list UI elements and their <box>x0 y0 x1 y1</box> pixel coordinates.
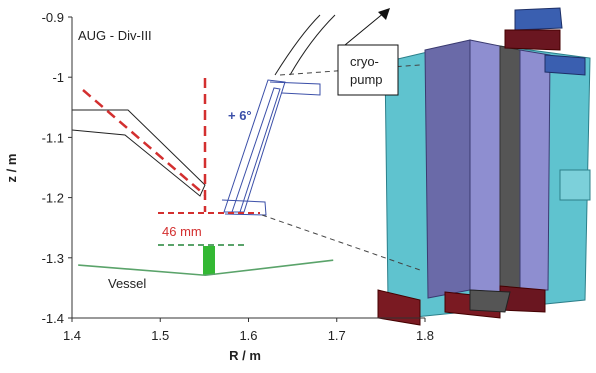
divertor-geometry <box>72 8 420 275</box>
y-tick-label: -1.4 <box>42 311 64 326</box>
angle-annotation: + 6° <box>228 108 252 123</box>
x-tick-label: 1.8 <box>416 328 434 343</box>
cryo-label: cryo- <box>350 54 379 69</box>
y-tick-label: -0.9 <box>42 10 64 25</box>
y-tick-label: -1.3 <box>42 251 64 266</box>
y-tick-label: -1 <box>52 70 64 85</box>
figure: AUG - Div-III + 6° 46 mm cryo- pump R / … <box>0 0 596 373</box>
y-tick-label: -1.2 <box>42 191 64 206</box>
legend-label: Vessel <box>108 276 146 291</box>
x-tick-label: 1.4 <box>63 328 81 343</box>
y-tick-label: -1.1 <box>42 130 64 145</box>
x-tick-label: 1.6 <box>239 328 257 343</box>
x-tick-label: 1.5 <box>151 328 169 343</box>
gap-annotation: 46 mm <box>162 224 202 239</box>
x-axis-label: R / m <box>229 348 261 363</box>
cryopump-render <box>378 8 590 325</box>
cryo-label: pump <box>350 72 383 87</box>
y-axis-label: z / m <box>4 154 19 183</box>
x-tick-label: 1.7 <box>328 328 346 343</box>
chart-title: AUG - Div-III <box>78 28 152 43</box>
